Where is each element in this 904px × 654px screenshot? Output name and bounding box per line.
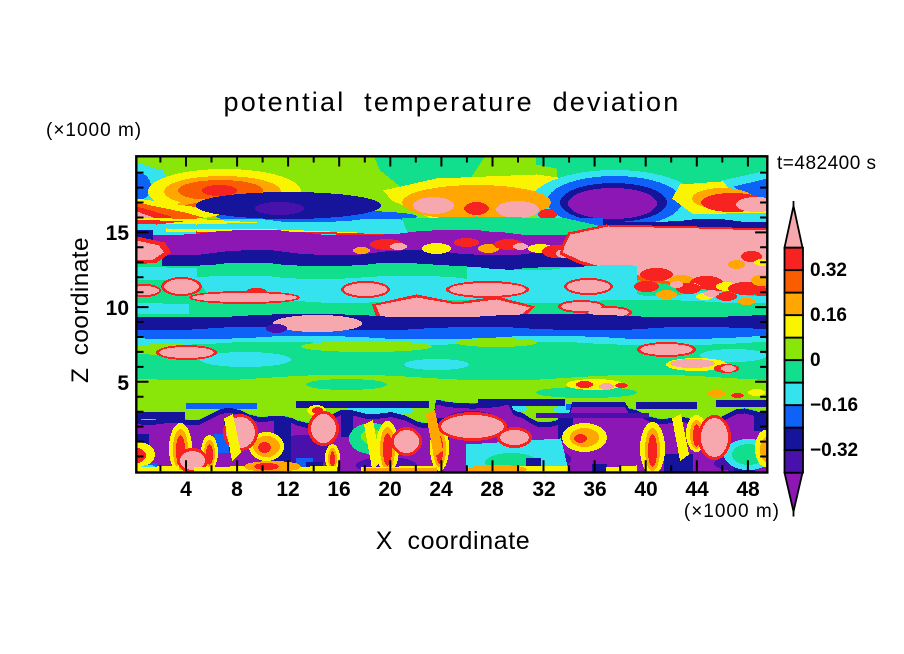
svg-text:4: 4 [180, 478, 192, 501]
svg-text:15: 15 [106, 222, 130, 245]
svg-text:48: 48 [736, 478, 760, 501]
svg-text:5: 5 [117, 372, 129, 395]
svg-text:12: 12 [276, 478, 299, 501]
svg-text:(×1000 m): (×1000 m) [684, 501, 780, 522]
svg-text:(×1000 m): (×1000 m) [46, 120, 142, 141]
svg-text:36: 36 [583, 478, 606, 501]
svg-text:potential temperature deviatio: potential temperature deviation [224, 87, 681, 117]
svg-text:Z coordinate: Z coordinate [67, 237, 94, 383]
svg-text:8: 8 [231, 478, 243, 501]
svg-text:0.16: 0.16 [810, 305, 847, 326]
svg-text:t=482400 s: t=482400 s [777, 153, 877, 174]
svg-text:−0.16: −0.16 [810, 395, 858, 416]
svg-text:44: 44 [685, 478, 709, 501]
svg-text:24: 24 [429, 478, 453, 501]
svg-text:0: 0 [810, 350, 821, 371]
svg-text:10: 10 [106, 297, 129, 320]
svg-text:20: 20 [378, 478, 401, 501]
svg-text:0.32: 0.32 [810, 260, 847, 281]
svg-text:16: 16 [327, 478, 350, 501]
svg-text:32: 32 [532, 478, 555, 501]
svg-text:40: 40 [634, 478, 657, 501]
svg-text:28: 28 [480, 478, 504, 501]
svg-text:X coordinate: X coordinate [376, 527, 531, 555]
svg-text:−0.32: −0.32 [810, 440, 858, 461]
